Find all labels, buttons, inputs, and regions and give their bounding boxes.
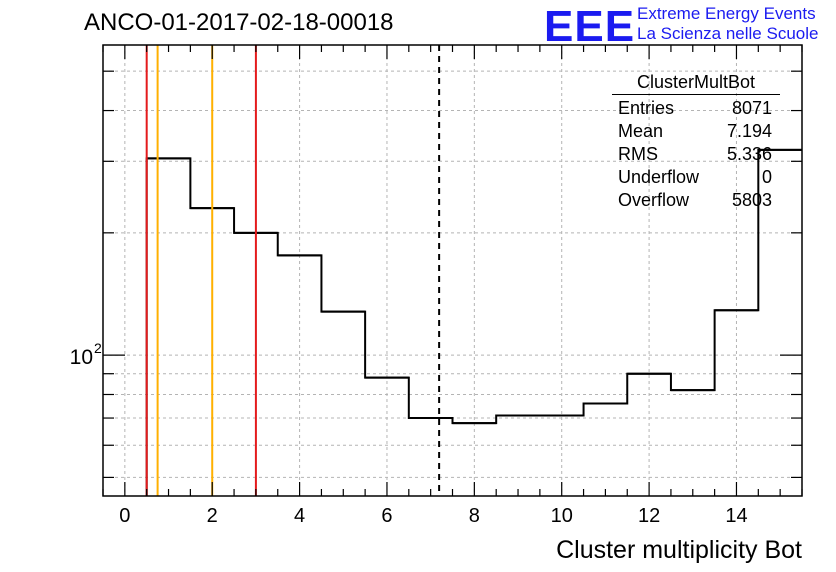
grid-lines <box>103 45 802 496</box>
stats-label: Entries <box>618 98 675 118</box>
y-tick-label: 10 <box>70 346 93 369</box>
stats-value: 8071 <box>731 98 772 118</box>
x-axis-title: Cluster multiplicity Bot <box>556 536 802 564</box>
x-tick-label: 10 <box>551 505 573 527</box>
stats-label: RMS <box>618 144 658 164</box>
stats-row-mean: Mean 7.194 <box>612 120 780 143</box>
stats-label: Overflow <box>618 190 690 210</box>
x-tick-label: 8 <box>469 505 480 527</box>
stats-label: Mean <box>618 121 664 141</box>
x-tick-label: 12 <box>638 505 660 527</box>
stats-value: 5.336 <box>726 144 772 164</box>
stats-box: ClusterMultBot Entries 8071 Mean 7.194 R… <box>612 72 780 212</box>
logo-subtitle-1: Extreme Energy Events <box>637 4 816 23</box>
stats-value: 7.194 <box>726 121 772 141</box>
eee-logo: EEE <box>544 2 636 51</box>
stats-label: Underflow <box>618 167 700 187</box>
stats-row-overflow: Overflow 5803 <box>612 189 780 212</box>
logo-subtitle-2: La Scienza nelle Scuole <box>637 24 819 43</box>
stats-value: 5803 <box>731 190 772 210</box>
stats-row-entries: Entries 8071 <box>612 97 780 120</box>
stats-title: ClusterMultBot <box>612 72 780 95</box>
y-tick-label-exponent: 2 <box>94 340 102 356</box>
x-tick-label: 0 <box>119 505 130 527</box>
run-title: ANCO-01-2017-02-18-00018 <box>84 9 394 36</box>
stats-value: 0 <box>761 167 772 187</box>
x-tick-label: 2 <box>207 505 218 527</box>
axes <box>102 44 803 497</box>
x-tick-label: 6 <box>381 505 392 527</box>
stats-row-underflow: Underflow 0 <box>612 166 780 189</box>
stats-row-rms: RMS 5.336 <box>612 143 780 166</box>
marker-lines <box>145 45 441 496</box>
x-tick-label: 4 <box>294 505 305 527</box>
x-tick-label: 14 <box>725 505 747 527</box>
